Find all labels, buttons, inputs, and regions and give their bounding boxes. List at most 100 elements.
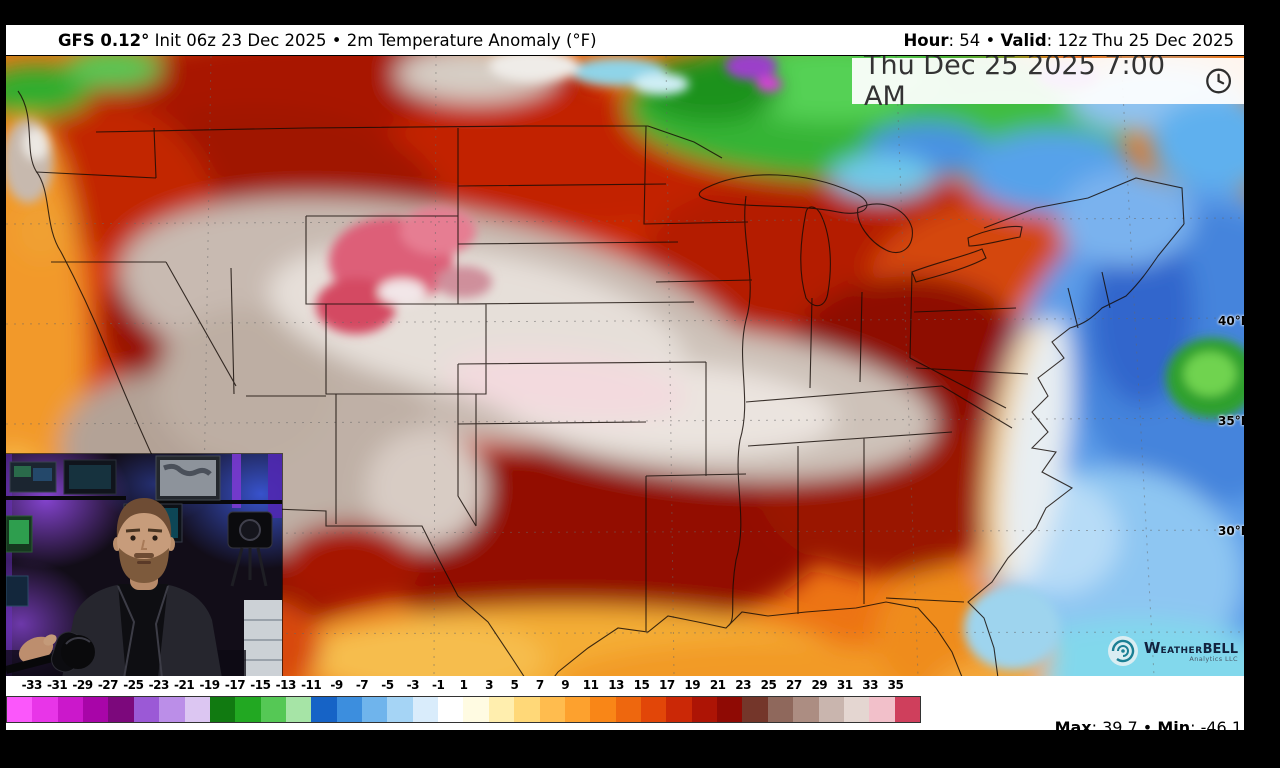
colorbar-tick-label: 31 — [836, 678, 853, 692]
forecast-hour-info: Hour: 54 • Valid: 12z Thu 25 Dec 2025 — [861, 12, 1234, 69]
colorbar-cell — [514, 697, 540, 722]
colorbar-cell — [285, 697, 312, 722]
colorbar-tick-label: 7 — [535, 678, 544, 692]
colorbar-cell — [691, 697, 718, 722]
clock-icon — [1205, 68, 1231, 94]
colorbar-tick-label: 1 — [459, 678, 468, 692]
map-title: GFS 0.12° Init 06z 23 Dec 2025 • 2m Temp… — [16, 12, 597, 69]
colorbar-cell — [818, 697, 844, 722]
swirl-icon — [1107, 636, 1138, 666]
colorbar-cell — [843, 697, 870, 722]
colorbar-labels: -33 -31 -29 -27 -25 -23 -21 -19 -17 -15 -13 -11 -9 -7… — [19, 678, 908, 692]
colorbar-tick-label: -31 — [47, 678, 68, 692]
colorbar-cell — [793, 697, 819, 722]
webcam-overlay — [6, 453, 283, 676]
colorbar-tick-label: -3 — [406, 678, 420, 692]
microphone — [6, 631, 95, 674]
colorbar-tick-label: -21 — [174, 678, 195, 692]
lat-label: 35°N — [1218, 414, 1244, 428]
logo-part-w: W — [1143, 638, 1161, 657]
colorbar-cell — [7, 697, 33, 722]
logo-subtitle: Analytics LLC — [1189, 654, 1238, 663]
colorbar-cell — [666, 697, 692, 722]
colorbar-cell — [184, 697, 210, 722]
border-lines — [17, 90, 1185, 676]
colorbar-tick-label: 13 — [608, 678, 624, 692]
colorbar-tick-label: -13 — [275, 678, 297, 692]
colorbar-cell — [83, 697, 109, 722]
colorbar-tick-label: 19 — [684, 678, 701, 692]
map-header: GFS 0.12° Init 06z 23 Dec 2025 • 2m Temp… — [6, 25, 1244, 55]
colorbar-tick-label: 27 — [786, 678, 802, 692]
hour-label: Hour — [903, 30, 949, 50]
colorbar-tick-label: -33 — [21, 678, 43, 692]
colorbar-cell — [894, 697, 920, 722]
colorbar-cell — [311, 697, 337, 722]
weatherbell-logo-text: WEATHERBELL Analytics LLC — [1144, 640, 1238, 663]
maxmin-separator: • — [1137, 718, 1158, 737]
colorbar-tick-label: -5 — [381, 678, 394, 692]
colorbar-tick-label: -9 — [330, 678, 343, 692]
max-value: : 39.7 — [1091, 718, 1138, 737]
colorbar-cell — [640, 697, 667, 722]
timestamp-overlay: Thu Dec 25 2025 7:00 AM — [852, 56, 1244, 112]
colorbar-cell — [539, 697, 565, 722]
colorbar-tick-label: 3 — [485, 678, 493, 692]
colorbar-cell — [209, 697, 236, 722]
colorbar-tick-label: -29 — [72, 678, 93, 692]
colorbar-cell — [488, 697, 515, 722]
colorbar-tick-label: -17 — [224, 678, 246, 692]
colorbar-cell — [336, 697, 363, 722]
hour-value: : 54 — [948, 30, 981, 50]
colorbar-tick-label: -1 — [432, 678, 445, 692]
colorbar-cell — [235, 697, 261, 722]
colorbar-tick-label: 21 — [709, 678, 726, 692]
colorbar-cell — [362, 697, 388, 722]
webcam-scene — [6, 454, 282, 676]
valid-value: : 12z Thu 25 Dec 2025 — [1046, 30, 1234, 50]
lat-label: 30°N — [1218, 524, 1244, 538]
colorbar-cell — [742, 697, 768, 722]
colorbar-tick-label: -23 — [148, 678, 170, 692]
colorbar-cell — [32, 697, 58, 722]
colorbar-cell — [387, 697, 413, 722]
min-value: : -46.1 — [1190, 718, 1242, 737]
colorbar-cell — [260, 697, 286, 722]
lat-label: 40°N — [1218, 314, 1244, 328]
model-name: GFS 0.12° — [57, 30, 150, 50]
colorbar-tick-label: 33 — [862, 678, 878, 692]
min-label: Min — [1157, 718, 1191, 737]
studio-drawers — [244, 600, 282, 676]
colorbar-cell — [463, 697, 489, 722]
colorbar-tick-label: -15 — [250, 678, 271, 692]
colorbar-tick-label: 17 — [659, 678, 675, 692]
colorbar-tick-label: 9 — [561, 678, 570, 692]
presenter-figure — [18, 498, 222, 676]
colorbar-tick-label: -25 — [123, 678, 144, 692]
colorbar-cell — [590, 697, 616, 722]
colorbar-tick-label: -27 — [97, 678, 119, 692]
max-label: Max — [1054, 718, 1092, 737]
valid-label: Valid — [1000, 30, 1047, 50]
max-min-readout: Max: 39.7 • Min: -46.1 — [1014, 699, 1242, 756]
weatherbell-logo: WEATHERBELL Analytics LLC — [1106, 634, 1238, 668]
colorbar-cell — [57, 697, 84, 722]
colorbar-tick-label: 11 — [582, 678, 599, 692]
weather-map-frame: GFS 0.12° Init 06z 23 Dec 2025 • 2m Temp… — [6, 25, 1244, 737]
colorbar-tick-label: 29 — [811, 678, 828, 692]
colorbar-tick-label: 25 — [760, 678, 777, 692]
colorbar-tick-label: -7 — [355, 678, 369, 692]
colorbar: -33 -31 -29 -27 -25 -23 -21 -19 -17 -15 -13 -11 -9 -7… — [6, 676, 1244, 737]
colorbar-tick-label: 5 — [510, 678, 519, 692]
colorbar-cell — [869, 697, 895, 722]
anomaly-field-svg — [6, 56, 1244, 676]
colorbar-cell — [108, 697, 134, 722]
colorbar-cell — [615, 697, 641, 722]
colorbar-cell — [717, 697, 743, 722]
logo-part-bell: BELL — [1202, 641, 1238, 657]
timestamp-text: Thu Dec 25 2025 7:00 AM — [864, 55, 1165, 112]
colorbar-cell — [767, 697, 794, 722]
colorbar-tick-label: -19 — [199, 678, 220, 692]
studio-camera — [227, 511, 273, 587]
